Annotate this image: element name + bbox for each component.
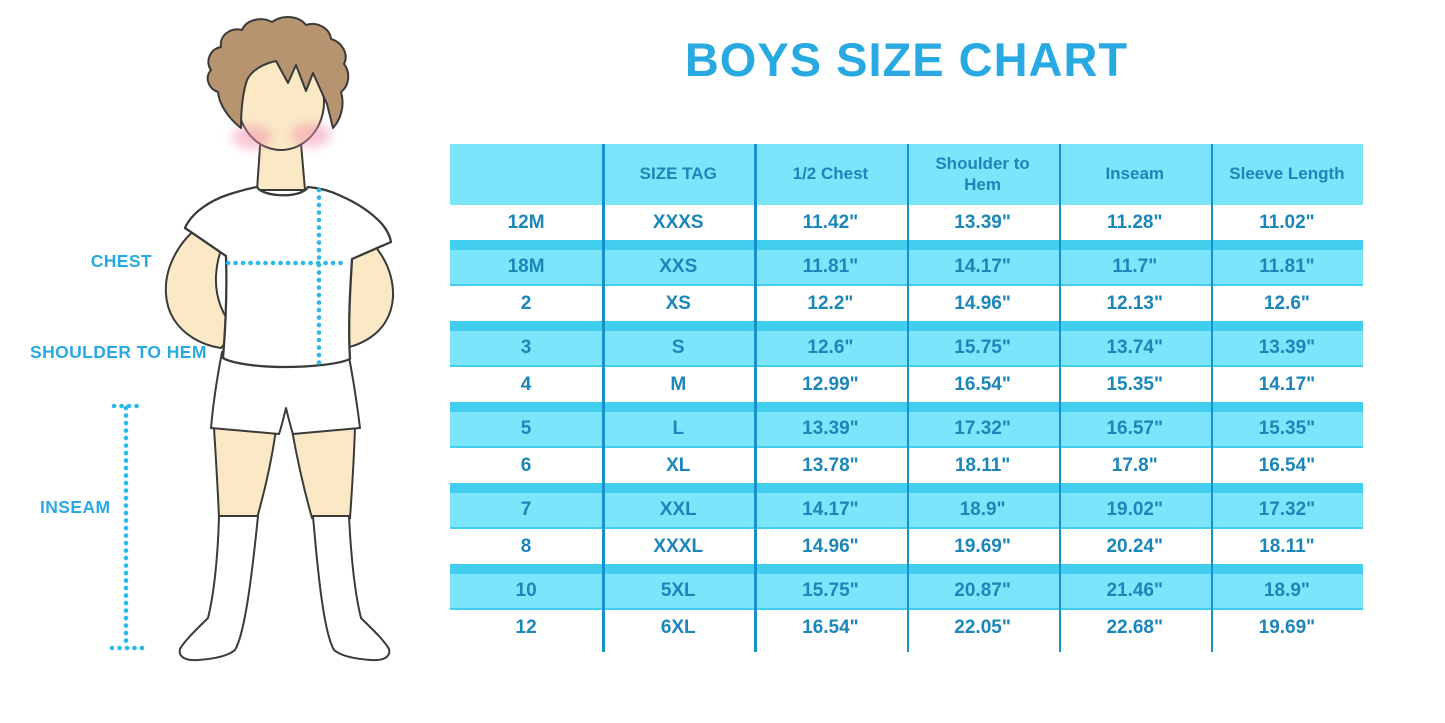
table-cell: 13.74" xyxy=(1106,337,1164,358)
table-cell: 6 xyxy=(520,454,532,476)
table-cell: 15.35" xyxy=(1106,373,1164,395)
table-cell: 12.2" xyxy=(807,292,854,314)
table-cell: 12 xyxy=(515,616,537,638)
table-cell: 14.96" xyxy=(954,292,1011,314)
table-cell: 11.81" xyxy=(1259,256,1315,277)
inseam-label: INSEAM xyxy=(40,497,111,517)
table-cell: 18.9" xyxy=(959,499,1006,520)
table-cell: 13.78" xyxy=(802,454,859,476)
table-cell: M xyxy=(670,373,687,395)
table-cell: 16.54" xyxy=(954,373,1011,395)
table-cell: 13.39" xyxy=(802,418,859,439)
table-cell: 6XL xyxy=(660,616,696,638)
header-cell: SIZE TAG xyxy=(639,164,717,184)
table-cell: 4 xyxy=(520,373,532,395)
table-cell: 11.81" xyxy=(802,256,859,277)
table-cell: 16.57" xyxy=(1106,418,1164,439)
table-cell: 18M xyxy=(507,256,545,277)
table-cell: 18.9" xyxy=(1263,580,1310,601)
boy-leg-right xyxy=(290,425,357,519)
table-cell: 12.13" xyxy=(1106,292,1164,314)
table-cell: 11.28" xyxy=(1106,211,1163,233)
table-cell: 19.02" xyxy=(1106,499,1164,520)
table-cell: 2 xyxy=(520,292,532,314)
table-cell: 13.39" xyxy=(1258,337,1316,358)
column-divider xyxy=(754,144,757,652)
boy-leg-left xyxy=(212,426,278,519)
shoulder-to-hem-label: SHOULDER TO HEM xyxy=(30,342,207,362)
header-cell: 1/2 Chest xyxy=(792,164,869,184)
table-cell: 11.02" xyxy=(1259,211,1315,233)
table-cell: XXS xyxy=(659,256,698,277)
table-cell: 15.75" xyxy=(802,580,859,601)
table-cell: XL xyxy=(666,454,691,476)
table-cell: 12.6" xyxy=(807,337,854,358)
table-cell: 20.87" xyxy=(954,580,1011,601)
table-cell: 21.46" xyxy=(1106,580,1164,601)
table-cell: 3 xyxy=(520,337,532,358)
table-cell: 14.17" xyxy=(1258,373,1316,395)
table-cell: 5XL xyxy=(660,580,696,601)
table-cell: XXXS xyxy=(652,211,704,233)
table-cell: 15.35" xyxy=(1258,418,1316,439)
table-cell: 22.05" xyxy=(954,616,1011,638)
header-cell xyxy=(450,144,602,205)
table-cell: 12M xyxy=(507,211,545,233)
table-cell: 22.68" xyxy=(1106,616,1164,638)
table-cell: L xyxy=(672,418,685,439)
table-cell: 5 xyxy=(520,418,532,439)
table-cell: 8 xyxy=(520,535,532,557)
boy-sock-right xyxy=(312,515,391,662)
table-cell: 16.54" xyxy=(1258,454,1316,476)
table-cell: XXL xyxy=(659,499,697,520)
page-title: BOYS SIZE CHART xyxy=(684,33,1129,86)
boy-hair xyxy=(206,16,350,129)
boy-sock-left xyxy=(178,515,259,662)
boy-shirt xyxy=(183,185,393,369)
boy-arm-left xyxy=(164,223,237,349)
table-cell: S xyxy=(671,337,685,358)
table-cell: 16.54" xyxy=(802,616,859,638)
table-cell: 19.69" xyxy=(1258,616,1316,638)
boy-illustration xyxy=(109,16,395,662)
column-divider xyxy=(1210,144,1214,652)
column-divider xyxy=(602,144,605,652)
table-cell: 19.69" xyxy=(954,535,1011,557)
table-cell: 13.39" xyxy=(954,211,1011,233)
table-cell: 10 xyxy=(515,580,537,601)
table-cell: 14.96" xyxy=(802,535,859,557)
table-cell: 11.7" xyxy=(1112,256,1158,277)
table-cell: XXXL xyxy=(653,535,704,557)
table-cell: 14.17" xyxy=(802,499,859,520)
table-cell: 15.75" xyxy=(954,337,1011,358)
table-cell: 12.6" xyxy=(1263,292,1310,314)
table-cell: 17.8" xyxy=(1111,454,1158,476)
table-cell: 17.32" xyxy=(1258,499,1316,520)
header-cell: Shoulder to Hem xyxy=(935,154,1030,194)
table-cell: 14.17" xyxy=(954,256,1011,277)
column-divider xyxy=(906,144,910,652)
table-cell: 18.11" xyxy=(1259,535,1315,557)
measurement-guides xyxy=(109,187,346,651)
table-cell: 7 xyxy=(520,499,532,520)
table-cell: 12.99" xyxy=(802,373,859,395)
column-divider xyxy=(1058,144,1062,652)
table-cell: 18.11" xyxy=(954,454,1011,476)
table-cell: 17.32" xyxy=(954,418,1011,439)
chest-label: CHEST xyxy=(90,251,152,271)
blush-right xyxy=(291,123,331,147)
header-cell: Sleeve Length xyxy=(1229,164,1345,184)
size-table: SIZE TAG 1/2 Chest Shoulder to Hem Inseam Sl… xyxy=(450,144,1363,652)
blush-left xyxy=(232,125,272,149)
table-cell: XS xyxy=(665,292,691,314)
table-cell: 20.24" xyxy=(1106,535,1164,557)
table-cell: 11.42" xyxy=(802,211,859,233)
header-cell: Inseam xyxy=(1105,164,1165,184)
